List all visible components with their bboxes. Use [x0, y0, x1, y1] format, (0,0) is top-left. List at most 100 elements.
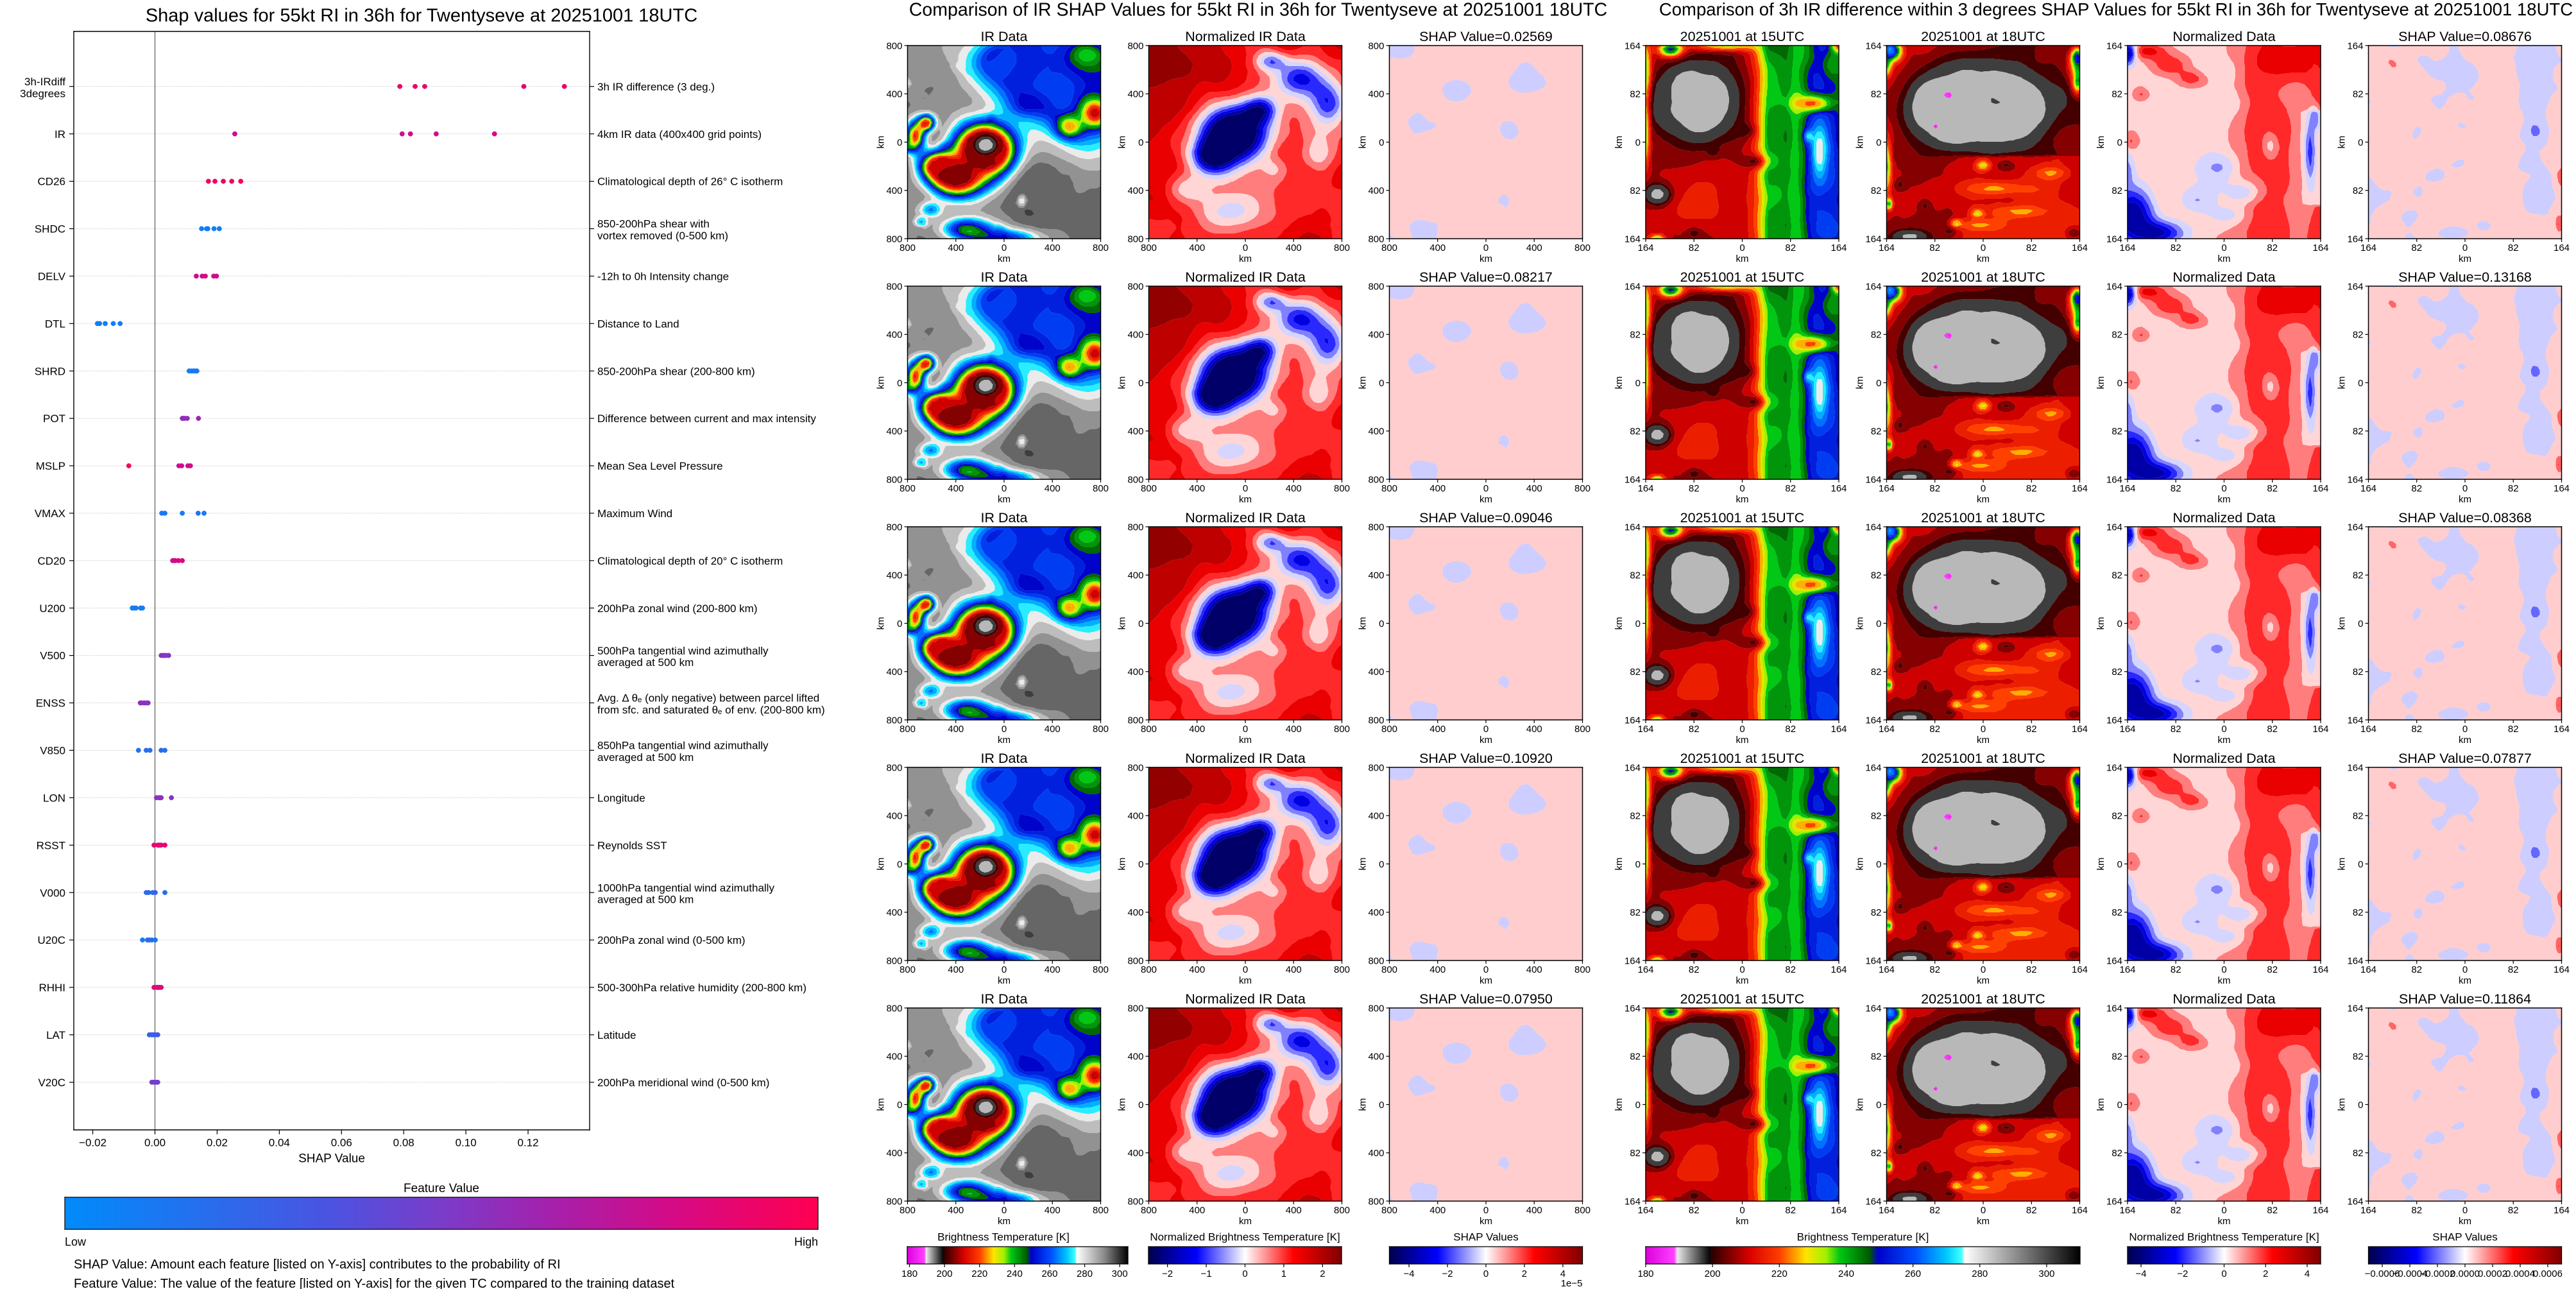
svg-text:82: 82	[2508, 724, 2519, 735]
svg-text:−4: −4	[1404, 1268, 1415, 1279]
svg-text:82: 82	[1785, 243, 1796, 253]
svg-text:164: 164	[2072, 243, 2088, 253]
svg-text:82: 82	[2171, 483, 2181, 494]
svg-text:82: 82	[2353, 1052, 2364, 1063]
svg-text:DTL: DTL	[45, 318, 65, 330]
svg-text:20251001 at 15UTC: 20251001 at 15UTC	[1680, 510, 1805, 525]
svg-text:164: 164	[2554, 964, 2570, 975]
svg-text:400: 400	[1368, 1148, 1384, 1159]
svg-text:0: 0	[2358, 378, 2363, 389]
svg-text:164: 164	[2106, 762, 2122, 773]
svg-text:km: km	[1854, 617, 1865, 630]
svg-text:0: 0	[1739, 1205, 1744, 1216]
svg-text:164: 164	[2119, 243, 2135, 253]
svg-text:0: 0	[1739, 243, 1744, 253]
svg-text:800: 800	[1141, 964, 1157, 975]
svg-text:IR Data: IR Data	[981, 29, 1028, 44]
svg-text:800: 800	[1141, 483, 1157, 494]
svg-text:0: 0	[897, 1100, 902, 1111]
svg-text:3h-IRdiff: 3h-IRdiff	[24, 76, 65, 88]
svg-text:0.02: 0.02	[207, 1136, 228, 1148]
svg-text:82: 82	[2111, 1148, 2122, 1159]
svg-text:164: 164	[1879, 724, 1895, 735]
svg-text:0: 0	[2462, 1205, 2468, 1216]
svg-text:Normalized Data: Normalized Data	[2172, 510, 2275, 525]
svg-text:400: 400	[886, 907, 902, 918]
svg-text:Normalized IR Data: Normalized IR Data	[1185, 991, 1306, 1007]
svg-text:82: 82	[1785, 1205, 1796, 1216]
svg-text:Climatological depth of 20° C: Climatological depth of 20° C isotherm	[597, 555, 783, 567]
svg-text:164: 164	[2347, 715, 2363, 726]
svg-text:VMAX: VMAX	[35, 508, 65, 520]
svg-text:164: 164	[1865, 955, 1881, 966]
svg-text:82: 82	[1929, 724, 1940, 735]
svg-text:164: 164	[1830, 964, 1847, 975]
svg-text:82: 82	[2353, 330, 2364, 341]
svg-text:164: 164	[2312, 483, 2328, 494]
svg-text:82: 82	[1929, 1205, 1940, 1216]
svg-text:164: 164	[1865, 234, 1881, 244]
svg-text:0: 0	[1981, 483, 1986, 494]
svg-text:800: 800	[1368, 281, 1384, 292]
svg-text:0: 0	[1002, 964, 1007, 975]
svg-text:164: 164	[2554, 483, 2570, 494]
svg-text:82: 82	[1871, 667, 1882, 678]
svg-text:82: 82	[1630, 667, 1641, 678]
svg-text:164: 164	[1637, 1205, 1653, 1216]
svg-text:400: 400	[886, 426, 902, 437]
svg-text:0: 0	[1379, 1100, 1384, 1111]
svg-text:82: 82	[2111, 1052, 2122, 1063]
svg-text:km: km	[1239, 253, 1252, 264]
svg-text:400: 400	[1127, 907, 1143, 918]
svg-text:−0.0004: −0.0004	[2393, 1268, 2428, 1279]
svg-text:Normalized Data: Normalized Data	[2172, 29, 2275, 44]
svg-text:800: 800	[1127, 762, 1143, 773]
svg-text:180: 180	[901, 1268, 917, 1279]
svg-text:400: 400	[948, 1205, 964, 1216]
svg-text:800: 800	[1368, 234, 1384, 244]
svg-text:km: km	[1854, 136, 1865, 149]
svg-text:MSLP: MSLP	[36, 460, 65, 472]
svg-text:800: 800	[886, 955, 902, 966]
svg-text:2: 2	[1522, 1268, 1527, 1279]
svg-text:SHAP Value=0.11864: SHAP Value=0.11864	[2399, 991, 2531, 1007]
svg-text:82: 82	[2267, 724, 2278, 735]
svg-text:0: 0	[1635, 137, 1641, 148]
svg-text:200hPa meridional wind (0-500: 200hPa meridional wind (0-500 km)	[597, 1077, 769, 1089]
svg-text:0: 0	[2117, 378, 2122, 389]
svg-text:km: km	[2218, 494, 2231, 505]
svg-text:400: 400	[1368, 667, 1384, 678]
svg-text:0: 0	[2358, 1100, 2363, 1111]
svg-text:SHAP Values: SHAP Values	[1453, 1231, 1518, 1243]
svg-text:4: 4	[1560, 1268, 1565, 1279]
svg-text:0: 0	[1002, 483, 1007, 494]
svg-text:800: 800	[1334, 243, 1350, 253]
svg-text:km: km	[1977, 975, 1990, 986]
svg-text:400: 400	[1368, 570, 1384, 581]
svg-text:500-300hPa relative humidity (: 500-300hPa relative humidity (200-800 km…	[597, 982, 806, 994]
svg-text:−0.02: −0.02	[79, 1136, 107, 1148]
svg-text:82: 82	[2267, 483, 2278, 494]
svg-text:0: 0	[1635, 1100, 1641, 1111]
svg-text:km: km	[1480, 494, 1492, 505]
svg-text:800: 800	[1141, 724, 1157, 735]
svg-text:U20C: U20C	[38, 934, 65, 946]
svg-text:164: 164	[1625, 40, 1641, 51]
svg-text:164: 164	[1865, 522, 1881, 533]
svg-text:82: 82	[2026, 1205, 2037, 1216]
svg-text:400: 400	[1127, 89, 1143, 100]
svg-text:km: km	[1977, 494, 1990, 505]
svg-text:0: 0	[2221, 964, 2226, 975]
svg-text:Normalized IR Data: Normalized IR Data	[1185, 269, 1306, 285]
svg-text:82: 82	[2111, 426, 2122, 437]
svg-text:82: 82	[1871, 1052, 1882, 1063]
svg-text:km: km	[998, 253, 1011, 264]
svg-text:82: 82	[1630, 426, 1641, 437]
svg-text:400: 400	[1127, 1052, 1143, 1063]
svg-text:400: 400	[1189, 243, 1205, 253]
svg-text:averaged at 500 km: averaged at 500 km	[597, 751, 694, 764]
svg-text:200hPa zonal wind (0-500 km): 200hPa zonal wind (0-500 km)	[597, 934, 746, 946]
svg-text:km: km	[998, 735, 1011, 746]
svg-text:20251001 at 15UTC: 20251001 at 15UTC	[1680, 991, 1805, 1007]
svg-text:240: 240	[1838, 1268, 1854, 1279]
